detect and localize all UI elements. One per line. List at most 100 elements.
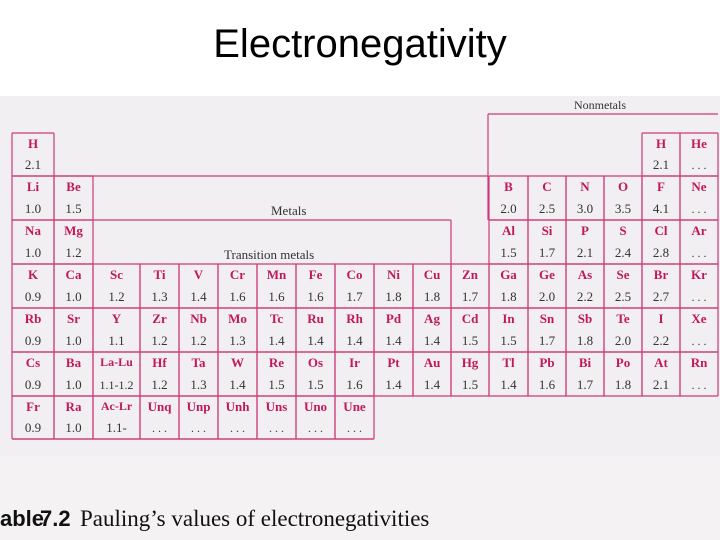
electronegativity-value: 1.0	[24, 245, 42, 260]
electronegativity-value: 1.6	[268, 289, 285, 304]
element-symbol: Ba	[65, 355, 82, 370]
element-cell-mn: Mn 1.6	[257, 264, 296, 308]
electronegativity-value: 1.8	[385, 289, 402, 304]
element-symbol: P	[581, 223, 589, 238]
element-symbol: At	[654, 355, 668, 370]
electronegativity-value: 1.5	[307, 377, 324, 392]
electronegativity-value: 1.2	[151, 377, 168, 392]
element-symbol: Ar	[691, 223, 707, 238]
electronegativity-value: . . .	[691, 246, 707, 260]
element-symbol: Au	[423, 355, 441, 370]
element-symbol: Mg	[64, 223, 83, 238]
element-cell-mo: Mo 1.3	[218, 308, 257, 352]
element-cell-sr: Sr 1.0	[54, 308, 93, 352]
element-cell-he: He . . .	[680, 133, 718, 176]
element-cell-sb: Sb 1.8	[566, 308, 604, 352]
electronegativity-value: 1.5	[500, 245, 517, 260]
element-symbol: Re	[268, 355, 285, 370]
caption-text: Pauling’s values of electronegativities	[80, 506, 430, 531]
element-symbol: Pt	[387, 355, 400, 370]
electronegativity-value: 1.0	[65, 377, 82, 392]
element-symbol: Ga	[500, 267, 517, 282]
element-cell-la-lu: La-Lu 1.1-1.2	[93, 352, 140, 396]
element-cell-ba: Ba 1.0	[54, 352, 93, 396]
element-symbol: Une	[343, 399, 366, 414]
element-symbol: Ac-Lr	[100, 399, 133, 413]
element-cell-re: Re 1.5	[257, 352, 296, 396]
element-symbol: O	[617, 179, 629, 194]
electronegativity-value: 1.5	[268, 377, 285, 392]
element-cell-be: Be 1.5	[54, 176, 93, 220]
element-symbol: Rn	[690, 355, 708, 370]
element-symbol: Y	[111, 311, 122, 326]
element-cell-au: Au 1.4	[413, 352, 451, 396]
element-symbol: H	[655, 136, 667, 151]
element-cell-na: Na 1.0	[12, 220, 54, 264]
element-symbol: Fr	[26, 399, 40, 414]
element-symbol: La-Lu	[100, 355, 133, 369]
caption-prefix: able	[0, 506, 45, 531]
element-cell-ru: Ru 1.4	[296, 308, 335, 352]
element-cell-co: Co 1.7	[335, 264, 374, 308]
element-cell-unh: Unh . . .	[218, 396, 257, 439]
electronegativity-value: 1.7	[538, 245, 556, 260]
electronegativity-value: . . .	[691, 158, 707, 172]
element-cell-bi: Bi 1.7	[566, 352, 604, 396]
element-cell-ar: Ar . . .	[680, 220, 718, 264]
element-cell-cr: Cr 1.6	[218, 264, 257, 308]
element-cell-sn: Sn 1.7	[528, 308, 566, 352]
element-cell-hg: Hg 1.5	[451, 352, 489, 396]
element-cell-li: Li 1.0	[12, 176, 54, 220]
element-cell-ti: Ti 1.3	[140, 264, 179, 308]
element-symbol: Pd	[385, 311, 402, 326]
element-cell-rb: Rb 0.9	[12, 308, 54, 352]
element-symbol: Mo	[228, 311, 247, 326]
element-symbol: N	[580, 179, 590, 194]
element-symbol: Te	[616, 311, 630, 326]
element-cell-p: P 2.1	[566, 220, 604, 264]
element-symbol: Sr	[67, 311, 80, 326]
electronegativity-value: 1.4	[346, 333, 363, 348]
electronegativity-value: . . .	[308, 421, 323, 435]
electronegativity-value: 1.1-1.2	[99, 378, 134, 392]
element-symbol: Ra	[65, 399, 82, 414]
electronegativity-value: 1.4	[423, 333, 441, 348]
element-symbol: Na	[25, 223, 41, 238]
electronegativity-value: 0.9	[24, 420, 42, 435]
electronegativity-value: 1.2	[151, 333, 168, 348]
electronegativity-value: 1.7	[538, 333, 556, 348]
electronegativity-value: 0.9	[24, 377, 42, 392]
electronegativity-value: 1.4	[307, 333, 324, 348]
electronegativity-value: 1.7	[576, 377, 594, 392]
electronegativity-value: 1.1	[108, 333, 125, 348]
element-symbol: He	[691, 136, 707, 151]
electronegativity-value: 2.7	[652, 289, 670, 304]
element-symbol: Sn	[539, 311, 555, 326]
electronegativity-value: 1.5	[461, 333, 479, 348]
electronegativity-value: 0.9	[24, 289, 42, 304]
electronegativity-table: Nonmetals Metals Transition metals H 2.1 H…	[0, 96, 720, 456]
element-symbol: Pb	[539, 355, 555, 370]
element-symbol: Os	[307, 355, 324, 370]
metals-label: Metals	[271, 203, 307, 218]
element-cell-y: Y 1.1	[93, 308, 140, 352]
electronegativity-value: 1.3	[190, 377, 207, 392]
element-cell-ta: Ta 1.3	[179, 352, 218, 396]
element-symbol: Cu	[423, 267, 441, 282]
element-symbol: Ru	[307, 311, 324, 326]
element-cell-os: Os 1.5	[296, 352, 335, 396]
electronegativity-value: 1.4	[268, 333, 285, 348]
element-symbol: Br	[653, 267, 669, 282]
element-symbol: Ta	[191, 355, 206, 370]
electronegativity-value: 1.6	[538, 377, 556, 392]
element-cell-o: O 3.5	[604, 176, 642, 220]
electronegativity-value: 1.5	[65, 201, 82, 216]
electronegativity-value: 1.3	[229, 333, 246, 348]
electronegativity-value: 1.4	[423, 377, 441, 392]
element-cell-pt: Pt 1.4	[374, 352, 413, 396]
electronegativity-value: 1.4	[229, 377, 246, 392]
element-cell-kr: Kr . . .	[680, 264, 718, 308]
element-cell-c: C 2.5	[528, 176, 566, 220]
element-symbol: Sb	[577, 311, 593, 326]
element-symbol: Mn	[266, 267, 287, 282]
